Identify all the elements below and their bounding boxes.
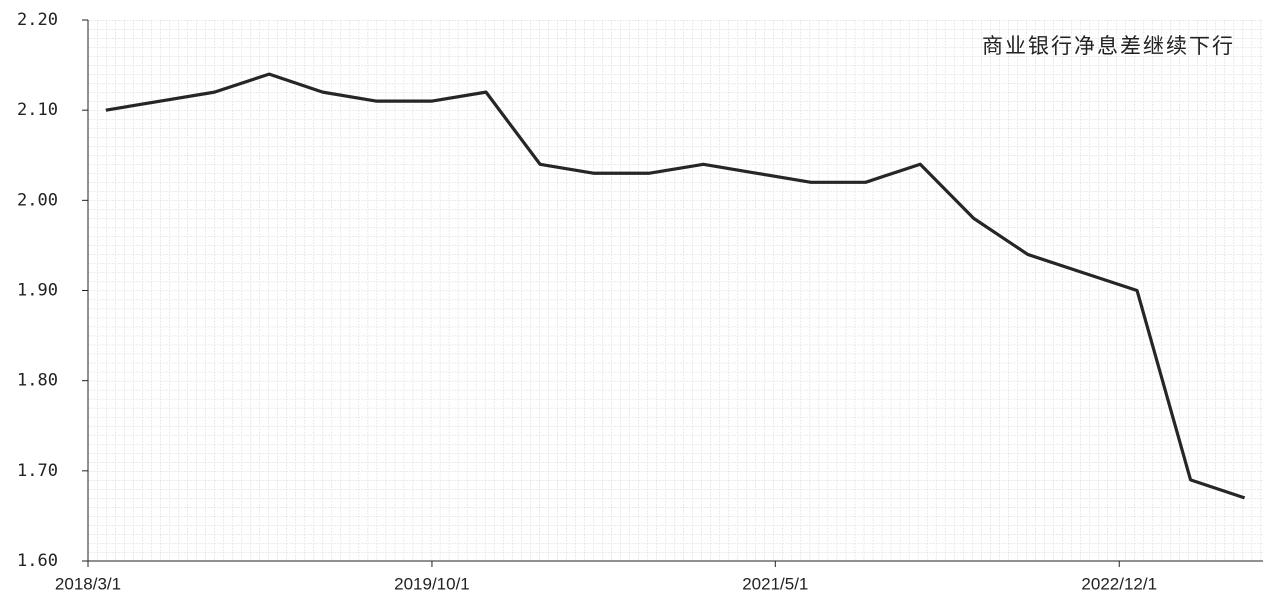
y-tick-label: 1.60 xyxy=(17,551,58,571)
chart-title: 商业银行净息差继续下行 xyxy=(982,34,1235,58)
x-tick-label: 2022/12/1 xyxy=(1081,574,1157,593)
x-tick-label: 2021/5/1 xyxy=(742,574,808,593)
y-tick-label: 2.10 xyxy=(17,100,58,120)
x-tick-label: 2019/10/1 xyxy=(394,574,470,593)
y-tick-label: 2.20 xyxy=(17,10,58,30)
grid-background xyxy=(88,20,1263,561)
data-line xyxy=(105,72,1246,500)
y-tick-label: 1.90 xyxy=(17,281,58,301)
x-tick-label: 2018/3/1 xyxy=(55,574,121,593)
y-tick-label: 1.70 xyxy=(17,461,58,481)
y-tick-label: 2.00 xyxy=(17,190,58,210)
y-tick-label: 1.80 xyxy=(17,371,58,391)
